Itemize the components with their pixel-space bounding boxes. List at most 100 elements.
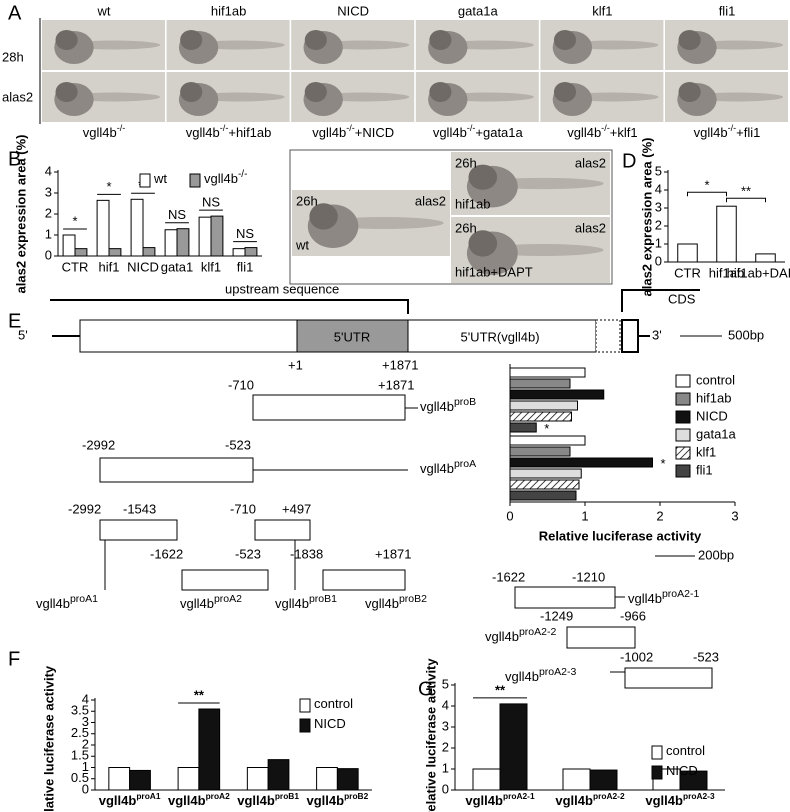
legend-name: wt: [153, 171, 167, 186]
construct-box: [99, 457, 254, 483]
construct-name-base: vgll4b: [365, 596, 399, 611]
bar: [177, 767, 200, 791]
legend-swatch: [675, 446, 691, 460]
genotype-label-base: vgll4b: [694, 125, 728, 140]
x-tick-label: vgll4bproA1: [99, 791, 161, 808]
y-tick-label: 1: [655, 235, 662, 250]
y-axis-label: alas2 expression area (%): [13, 135, 28, 294]
region-label: 5'UTR: [334, 329, 370, 344]
sample-label: hif1ab: [455, 196, 490, 211]
legend-swatch: [139, 173, 151, 188]
construct-start: -1838: [290, 546, 323, 561]
significance-label: **: [741, 184, 751, 199]
y-tick-label: 4: [655, 181, 662, 196]
construct-name: vgll4bproB: [420, 396, 476, 415]
bar: [198, 708, 221, 791]
genotype-label: vgll4b-/-+hif1ab: [186, 123, 272, 140]
gene-gap: [595, 319, 621, 353]
bar: [108, 767, 131, 791]
construct-name-base: vgll4b: [420, 461, 454, 476]
construct-start: -1622: [492, 569, 525, 584]
bar: [509, 479, 580, 490]
x-tick-label: 2: [656, 508, 663, 523]
time-label: 26h: [455, 220, 477, 235]
significance-label: *: [72, 213, 77, 228]
bar: [509, 411, 572, 422]
x-tick-label: 3: [731, 508, 738, 523]
construct-end: -523: [225, 437, 251, 452]
x-tick-label: gata1: [161, 259, 194, 274]
embryo-head: [678, 82, 701, 102]
bar: [129, 769, 151, 791]
construct-name: vgll4bproA2: [180, 593, 242, 612]
legend-swatch: [651, 745, 663, 760]
legend-label: fli1: [696, 462, 713, 477]
significance-label: NS: [168, 207, 186, 222]
construct-name-base: vgll4b: [420, 399, 454, 414]
embryo-head: [429, 82, 452, 102]
significance-label: *: [106, 179, 111, 194]
bar: [130, 198, 144, 257]
x-tick-label: klf1: [201, 259, 221, 274]
y-tick-label: 1.5: [71, 748, 89, 763]
bar: [679, 770, 708, 791]
bar: [336, 768, 359, 791]
genotype-label-sup: -/-: [467, 123, 476, 133]
construct-box: [566, 626, 636, 649]
cds-bracket: [621, 289, 700, 312]
construct-name-sup: proA: [454, 458, 476, 470]
bar: [267, 759, 290, 791]
construct-name: vgll4bproA2-3: [505, 666, 576, 685]
y-axis-label: alas2 expression area (%): [639, 138, 654, 297]
x-tick-label-sup: proA1: [136, 791, 161, 801]
genotype-label-base: vgll4b: [433, 125, 467, 140]
construct-end: +1871: [375, 546, 412, 561]
x-tick-label: hif1: [99, 259, 120, 274]
legend-label: control: [666, 743, 705, 758]
x-tick-label-sup: proA2-3: [683, 791, 715, 801]
y-tick-label: 3: [655, 199, 662, 214]
row-label: alas2: [2, 89, 33, 104]
construct-name: vgll4bproB2: [365, 593, 427, 612]
bar: [316, 767, 338, 791]
bar: [509, 490, 577, 501]
construct-start: -1249: [540, 608, 573, 623]
bar: [755, 253, 776, 263]
y-tick-label: 0.5: [71, 770, 89, 785]
legend-swatch: [675, 410, 691, 424]
construct-start: -1622: [150, 546, 183, 561]
legend-swatch: [675, 428, 691, 442]
embryo-head: [468, 230, 498, 257]
y-tick-label: 2: [655, 217, 662, 232]
legend-label: NICD: [696, 408, 728, 423]
x-tick-label-sup: proA2-1: [503, 791, 535, 801]
x-tick-label-base: vgll4b: [465, 793, 503, 808]
embryo-head: [55, 30, 78, 50]
bar: [509, 367, 586, 378]
panel-label: G: [418, 678, 434, 700]
bar: [244, 247, 258, 257]
embryo-head: [468, 164, 498, 190]
genotype-label-suffix: +hif1ab: [228, 125, 271, 140]
probe-label: alas2: [415, 193, 446, 208]
construct-start: -1002: [620, 649, 653, 664]
scale-label: 500bp: [728, 327, 764, 342]
gene-upstream: [79, 319, 298, 353]
significance-label: NS: [202, 195, 220, 210]
construct-end: +1871: [378, 377, 415, 392]
panel-label: F: [8, 648, 20, 670]
legend-label: control: [696, 372, 735, 387]
construct-name-sup: proA2-1: [662, 588, 700, 600]
construct-box: [624, 667, 713, 689]
bar: [62, 234, 76, 257]
significance-label: **: [194, 687, 205, 702]
y-tick-label: 1: [82, 759, 89, 774]
construct-start: -710: [230, 501, 256, 516]
y-tick-label: 0: [655, 253, 662, 268]
column-label: fli1: [719, 3, 736, 18]
scale-label: 200bp: [698, 547, 734, 562]
bar: [232, 248, 246, 257]
significance-label: *: [544, 421, 549, 436]
genotype-label-sup: -/-: [220, 123, 229, 133]
